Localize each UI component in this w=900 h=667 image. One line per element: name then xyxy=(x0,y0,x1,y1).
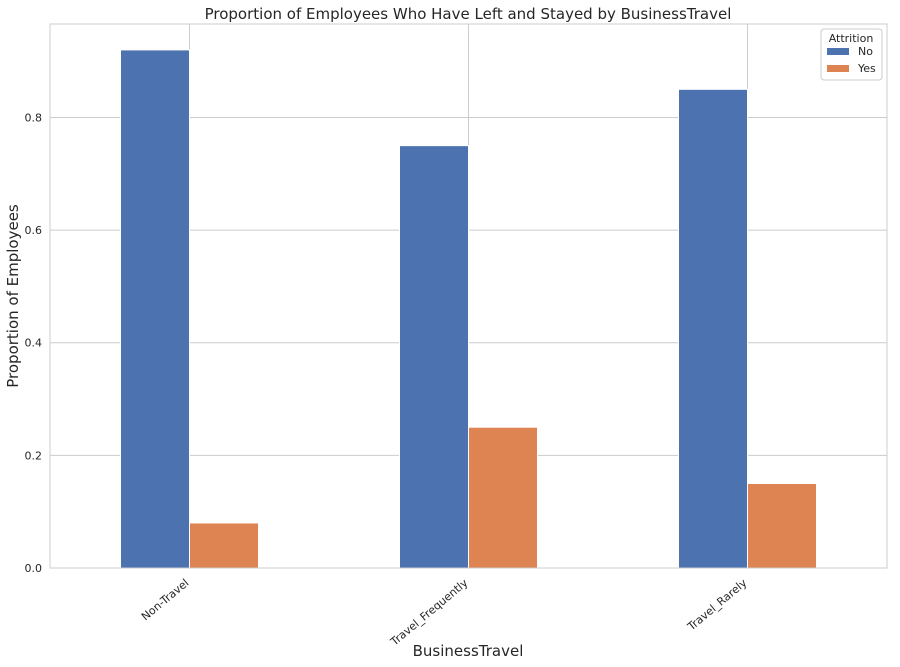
bar-yes-non-travel xyxy=(189,522,259,569)
plot-frame xyxy=(49,23,888,569)
y-tick-label: 0.0 xyxy=(25,562,43,575)
bar-yes-travel-rarely xyxy=(747,483,817,569)
legend-label-no: No xyxy=(858,45,873,58)
y-axis-title: Proportion of Employees xyxy=(4,204,22,388)
legend-label-yes: Yes xyxy=(857,62,876,75)
bar-no-non-travel xyxy=(120,49,190,569)
legend-swatch-yes xyxy=(827,65,849,72)
x-tick-label: Travel_Frequently xyxy=(387,576,470,649)
y-tick-labels: 0.0 0.2 0.4 0.6 0.8 xyxy=(25,111,43,575)
bar-no-travel-rarely xyxy=(678,88,748,569)
chart-title: Proportion of Employees Who Have Left an… xyxy=(205,5,732,23)
bar-no-travel-frequently xyxy=(399,145,469,569)
x-tick-labels: Non-Travel Travel_Frequently Travel_Rarely xyxy=(139,576,750,649)
legend-swatch-no xyxy=(827,48,849,55)
x-tick-label: Non-Travel xyxy=(139,576,191,623)
y-tick-label: 0.4 xyxy=(25,337,43,350)
y-tick-label: 0.6 xyxy=(25,224,43,237)
legend-title: Attrition xyxy=(829,32,874,45)
legend: Attrition No Yes xyxy=(820,28,883,81)
bars xyxy=(120,49,817,569)
bar-yes-travel-frequently xyxy=(468,426,538,569)
x-tick-label: Travel_Rarely xyxy=(684,576,749,634)
x-axis-title: BusinessTravel xyxy=(413,642,524,660)
y-tick-label: 0.8 xyxy=(25,111,43,124)
y-tick-label: 0.2 xyxy=(25,449,43,462)
